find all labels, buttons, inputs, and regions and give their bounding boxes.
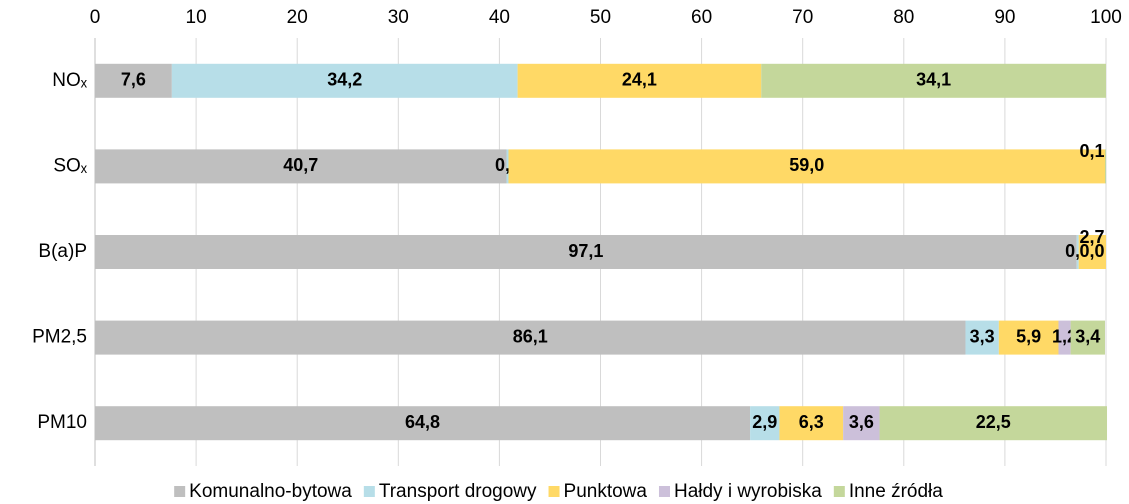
bar-segment bbox=[1058, 320, 1071, 355]
legend-label: Transport drogowy bbox=[379, 481, 537, 502]
bar-segment bbox=[506, 149, 509, 184]
bar-segment bbox=[750, 406, 780, 441]
value-label: 3,3 bbox=[970, 326, 995, 346]
value-label: 3,6 bbox=[849, 412, 874, 432]
legend-swatch bbox=[363, 486, 375, 497]
value-label: 0,0 bbox=[1079, 241, 1104, 261]
legend-swatch bbox=[548, 486, 560, 497]
value-label: 22,5 bbox=[976, 412, 1011, 432]
bar-segment bbox=[171, 63, 518, 98]
bar-segment bbox=[761, 63, 1106, 98]
bar-segment bbox=[517, 63, 762, 98]
bar-segment bbox=[779, 406, 844, 441]
legend-swatch bbox=[174, 486, 186, 497]
value-label: 2,7 bbox=[1079, 227, 1104, 247]
legend-label: Komunalno-bytowa bbox=[189, 481, 352, 502]
bar-segment bbox=[998, 320, 1059, 355]
legend-swatch bbox=[833, 486, 845, 497]
x-tick-label: 100 bbox=[1090, 7, 1122, 28]
value-label: 40,7 bbox=[283, 155, 318, 175]
y-tick-label: PM2,5 bbox=[32, 327, 87, 348]
x-tick-label: 90 bbox=[994, 7, 1015, 28]
value-label: 0,1 bbox=[1079, 141, 1104, 161]
bar-segment bbox=[1104, 149, 1106, 184]
bar-segment bbox=[95, 235, 1077, 269]
bar-segment bbox=[95, 149, 507, 184]
bar-segment bbox=[508, 149, 1105, 184]
value-label: 64,8 bbox=[405, 412, 440, 432]
legend-swatch bbox=[658, 486, 670, 497]
x-tick-label: 0 bbox=[90, 7, 101, 28]
value-label: 2,9 bbox=[752, 412, 777, 432]
bar-segment bbox=[843, 406, 880, 441]
legend: Komunalno-bytowa Transport drogowy Punktow… bbox=[174, 481, 943, 502]
value-label: 34,2 bbox=[327, 70, 362, 90]
legend-label: Punktowa bbox=[564, 481, 648, 502]
y-tick-label: PM10 bbox=[37, 412, 87, 433]
value-label: 34,1 bbox=[916, 70, 951, 90]
bar-segment bbox=[879, 406, 1108, 441]
x-tick-label: 80 bbox=[893, 7, 914, 28]
value-label: 24,1 bbox=[622, 70, 657, 90]
value-label: 59,0 bbox=[789, 155, 824, 175]
x-tick-label: 50 bbox=[590, 7, 611, 28]
value-label: 97,1 bbox=[568, 241, 603, 261]
x-tick-label: 20 bbox=[287, 7, 308, 28]
x-tick-label: 10 bbox=[186, 7, 207, 28]
y-tick-label: SOₓ bbox=[53, 155, 87, 176]
legend-label: Inne źródła bbox=[849, 481, 943, 502]
bar-segment bbox=[965, 320, 999, 355]
x-tick-label: 60 bbox=[691, 7, 712, 28]
bar-segment bbox=[95, 320, 966, 355]
x-tick-label: 40 bbox=[489, 7, 510, 28]
value-label: 86,1 bbox=[513, 326, 548, 346]
value-label: 3,4 bbox=[1075, 326, 1100, 346]
value-label: 6,3 bbox=[799, 412, 824, 432]
x-tick-label: 30 bbox=[388, 7, 409, 28]
y-tick-label: B(a)P bbox=[38, 241, 87, 262]
bar-segment bbox=[95, 63, 172, 98]
value-label: 7,6 bbox=[121, 70, 146, 90]
legend-label: Hałdy i wyrobiska bbox=[674, 481, 822, 502]
bar-segment bbox=[1070, 320, 1105, 355]
x-tick-label: 70 bbox=[792, 7, 813, 28]
y-tick-label: NOₓ bbox=[52, 70, 88, 91]
bar-segment bbox=[1078, 235, 1106, 269]
bar-segment bbox=[95, 406, 751, 441]
value-label: 5,9 bbox=[1016, 326, 1041, 346]
bar-segment bbox=[1076, 235, 1079, 269]
